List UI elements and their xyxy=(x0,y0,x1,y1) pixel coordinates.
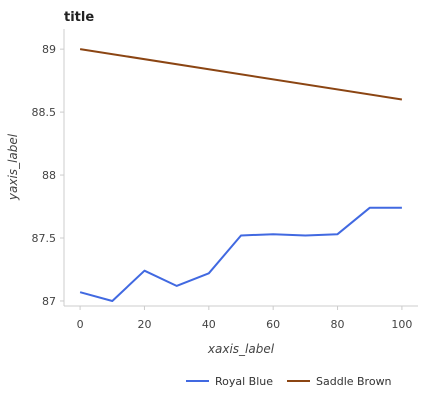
y-tick-label: 88 xyxy=(42,169,56,182)
x-tick-label: 100 xyxy=(391,318,412,331)
x-tick-label: 0 xyxy=(77,318,84,331)
chart-title: title xyxy=(64,10,94,25)
series-line-saddle-brown xyxy=(79,48,403,101)
y-tick-label: 89 xyxy=(42,43,56,56)
legend-label-saddle-brown: Saddle Brown xyxy=(316,375,392,388)
y-tick-label: 87.5 xyxy=(32,232,57,245)
legend: Royal Blue Saddle Brown xyxy=(186,375,392,388)
x-tick-label: 20 xyxy=(137,318,151,331)
x-tick-label: 60 xyxy=(266,318,280,331)
series-layer xyxy=(79,48,403,302)
x-tick-label: 80 xyxy=(331,318,345,331)
plot-area xyxy=(63,29,418,307)
x-axis-title: xaxis_label xyxy=(207,342,275,356)
y-tick-label: 88.5 xyxy=(32,106,57,119)
legend-label-royal-blue: Royal Blue xyxy=(215,375,273,388)
series-line-royal-blue xyxy=(79,206,402,302)
y-ticks: 87 87.5 88 88.5 89 xyxy=(32,43,64,308)
x-tick-label: 40 xyxy=(202,318,216,331)
x-ticks: 0 20 40 60 80 100 xyxy=(77,306,412,331)
y-tick-label: 87 xyxy=(42,295,56,308)
y-axis-title: yaxis_label xyxy=(6,133,20,201)
